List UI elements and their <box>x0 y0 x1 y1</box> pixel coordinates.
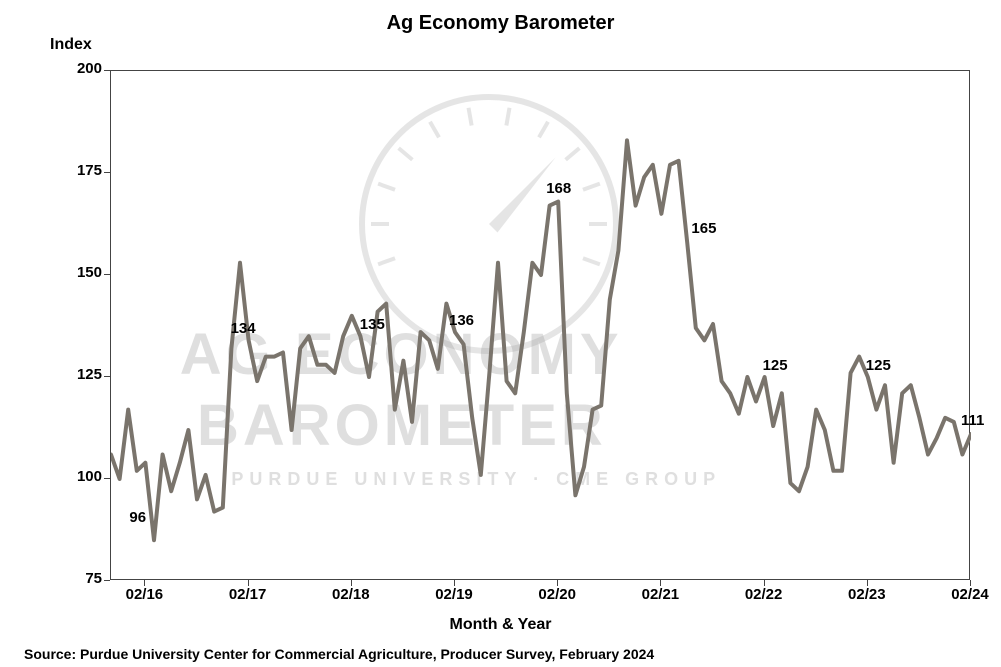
y-tick <box>104 70 110 71</box>
x-tick-label: 02/16 <box>114 586 174 603</box>
value-callout: 136 <box>449 312 474 329</box>
value-callout: 134 <box>231 320 256 337</box>
y-tick <box>104 274 110 275</box>
y-tick-label: 200 <box>52 60 102 77</box>
x-tick-label: 02/17 <box>218 586 278 603</box>
value-callout: 111 <box>961 412 984 429</box>
chart-container: Ag Economy Barometer Index AG ECONOMY BA… <box>0 0 1001 667</box>
x-tick <box>764 580 765 586</box>
y-tick <box>104 580 110 581</box>
y-tick <box>104 172 110 173</box>
source-footnote: Source: Purdue University Center for Com… <box>24 646 654 662</box>
plot-area: AG ECONOMY BAROMETER PURDUE UNIVERSITY ·… <box>110 70 970 580</box>
x-axis-title: Month & Year <box>0 616 1001 634</box>
value-callout: 135 <box>360 316 385 333</box>
y-tick <box>104 478 110 479</box>
value-callout: 125 <box>763 357 788 374</box>
y-tick-label: 175 <box>52 162 102 179</box>
value-callout: 96 <box>129 509 146 526</box>
y-tick-label: 100 <box>52 468 102 485</box>
y-tick-label: 125 <box>52 366 102 383</box>
x-tick <box>970 580 971 586</box>
x-tick <box>660 580 661 586</box>
value-callout: 168 <box>546 180 571 197</box>
y-tick-label: 75 <box>52 570 102 587</box>
y-tick-label: 150 <box>52 264 102 281</box>
x-tick-label: 02/21 <box>630 586 690 603</box>
x-tick-label: 02/22 <box>734 586 794 603</box>
x-tick-label: 02/23 <box>837 586 897 603</box>
x-tick <box>144 580 145 586</box>
x-tick-label: 02/18 <box>321 586 381 603</box>
watermark-gauge-ticks <box>359 94 619 354</box>
x-tick-label: 02/20 <box>527 586 587 603</box>
value-callout: 125 <box>866 357 891 374</box>
x-tick <box>351 580 352 586</box>
x-tick <box>867 580 868 586</box>
y-tick <box>104 376 110 377</box>
x-tick <box>557 580 558 586</box>
value-callout: 165 <box>691 220 716 237</box>
x-tick-label: 02/19 <box>424 586 484 603</box>
chart-title: Ag Economy Barometer <box>0 12 1001 35</box>
x-tick <box>248 580 249 586</box>
x-tick <box>454 580 455 586</box>
y-axis-title: Index <box>50 36 92 54</box>
x-tick-label: 02/24 <box>940 586 1000 603</box>
